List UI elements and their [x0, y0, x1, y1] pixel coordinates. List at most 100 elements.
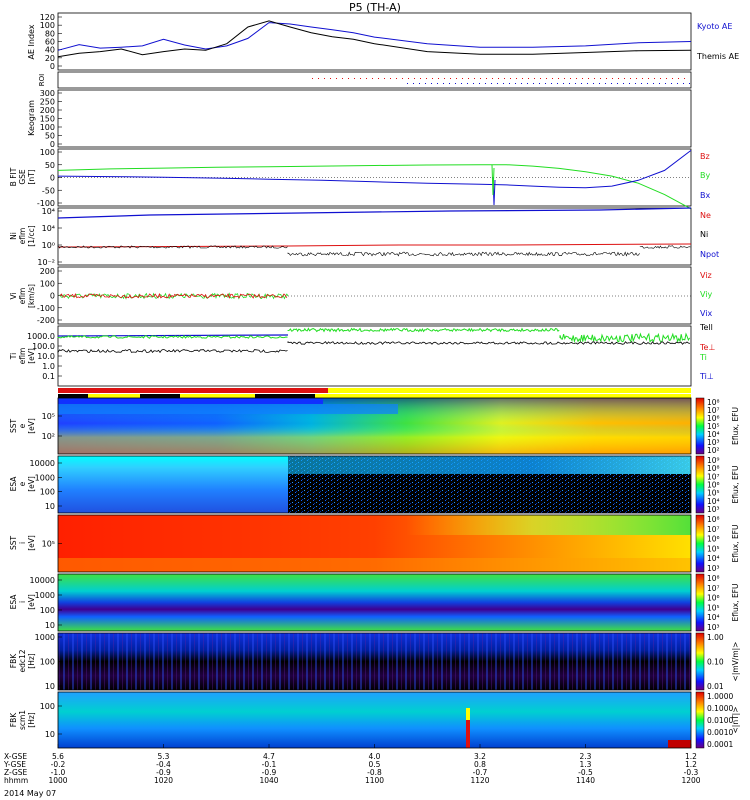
roi-dot [558, 78, 559, 79]
footer-row-label: hhmm [4, 776, 28, 785]
roi-dot [407, 83, 408, 84]
roi-dot [443, 83, 444, 84]
roi-dot [563, 83, 564, 84]
colorbar-tick-label: 10⁸ [707, 515, 720, 524]
colorbar-tick-label: 10⁴ [707, 497, 720, 506]
esa-e-colorbar [695, 455, 705, 514]
esa-i-colorbar [695, 573, 705, 632]
footer-value: 4.7 [263, 752, 275, 761]
sst-i-ticks: 10⁵ [42, 540, 62, 549]
y-axis-label-line: [eV] [27, 594, 36, 610]
roi-dot [462, 78, 463, 79]
y-tick-label: 10⁴ [42, 207, 55, 216]
legend-bx: Bx [700, 191, 710, 200]
roi-dot [521, 83, 522, 84]
fbk-e-colorbar-ticks: 1.00 0.10 0.01 <|mV/m|> [707, 633, 740, 691]
roi-dot [600, 78, 601, 79]
roi-dot [510, 78, 511, 79]
roi-dot [522, 78, 523, 79]
y-axis-label-line: scm1 [18, 710, 27, 730]
y-tick-label: 0.1 [42, 372, 55, 381]
colorbar-tick-label: 10⁸ [707, 574, 720, 583]
y-axis-label-line: [eV] [27, 535, 36, 551]
fbk-e-ylabel: FBK edc12 [Hz] [9, 649, 36, 672]
npot-line [57, 243, 692, 248]
esa-i-ylabel: ESA i [eV] [9, 594, 36, 610]
y-tick-label: 1000 [35, 591, 55, 600]
colorbar-tick-label: 10⁷ [707, 525, 720, 534]
y-tick-label: -50 [42, 186, 55, 195]
y-tick-label: 0 [50, 174, 55, 183]
y-axis-label-line: e [18, 481, 27, 486]
roi-dot [479, 83, 480, 84]
roi-dot [665, 83, 666, 84]
colorbar-tick-label: 10⁷ [707, 406, 720, 415]
y-axis-label-line: SST [9, 419, 18, 434]
y-axis-label-line: edc12 [18, 649, 27, 672]
colorbar-tick-label: 10⁸ [707, 398, 720, 407]
vi-ticks: 200 100 0 -100 -200 [37, 267, 62, 325]
esa-e-ylabel: ESA e [eV] [9, 476, 36, 492]
y-tick-label: 100 [40, 123, 55, 132]
footer-ephemeris: 5.6 5.3 4.7 4.0 3.2 2.3 1.2 -0.2 -0.4 -0.1 0.5 0.8 1… [3, 752, 701, 785]
roi-dot [683, 83, 684, 84]
footer-row-label: Y-GSE [3, 760, 26, 769]
roi-dot [593, 83, 594, 84]
y-axis-label-line: eflm [18, 228, 27, 245]
y-axis-label-line: eflm [18, 288, 27, 305]
footer-value: -0.4 [156, 760, 171, 769]
roi-dot [431, 83, 432, 84]
ti-blue-line [57, 334, 289, 337]
roi-dot [581, 83, 582, 84]
colorbar-title: Eflux, EFU [731, 407, 740, 445]
roi-dot [587, 83, 588, 84]
y-tick-label: 10⁵ [42, 412, 55, 421]
y-tick-label: 1000 [35, 633, 55, 642]
colorbar-title: Eflux, EFU [731, 584, 740, 622]
roi-dot [360, 78, 361, 79]
roi-dot [641, 83, 642, 84]
fbk-e-panel: FBK edc12 [Hz] 1000 100 10 1.00 0.10 0.01 <|mV/… [9, 632, 740, 691]
vi-ylabel: Vi eflm [km/s] [9, 284, 36, 308]
y-axis-label-line: [km/s] [27, 284, 36, 308]
footer-value: -0.7 [473, 768, 488, 777]
y-axis-label-line: GSE [18, 169, 27, 185]
legend-ne: Ne [700, 211, 711, 220]
y-tick-label: 1000 [35, 473, 55, 482]
bfit-ylabel: B FIT GSE [nT] [9, 167, 36, 186]
sst-i-colorbar [695, 514, 705, 573]
keogram-ylabel: Keogram [27, 100, 36, 136]
roi-dot [569, 83, 570, 84]
colorbar-tick-label: 10⁶ [707, 535, 720, 544]
y-tick-label: 50 [45, 132, 55, 141]
y-tick-label: 50 [45, 161, 55, 170]
roi-dot [648, 78, 649, 79]
roi-dot [635, 83, 636, 84]
roi-dot [474, 78, 475, 79]
roi-dot [491, 83, 492, 84]
y-axis-label-line: SST [9, 536, 18, 551]
y-axis-label-line: [Hz] [27, 712, 36, 728]
legend-ti: Ti [699, 353, 707, 362]
legend-ni: Ni [700, 230, 708, 239]
roi-dot [509, 83, 510, 84]
roi-dot [324, 78, 325, 79]
roi-dot [425, 83, 426, 84]
roi-dot [468, 78, 469, 79]
colorbar-title: <|nT|> [731, 707, 740, 734]
y-tick-label: 100 [40, 488, 55, 497]
roi-dot [588, 78, 589, 79]
legend-npot: Npot [700, 250, 719, 259]
plot-title: P5 (TH-A) [349, 1, 401, 14]
y-axis-label-line: i [18, 542, 27, 544]
colorbar-tick-label: 10² [707, 446, 720, 455]
y-tick-label: 100 [40, 279, 55, 288]
y-tick-label: 10 [45, 682, 55, 691]
y-axis-label-line: [Hz] [27, 653, 36, 669]
